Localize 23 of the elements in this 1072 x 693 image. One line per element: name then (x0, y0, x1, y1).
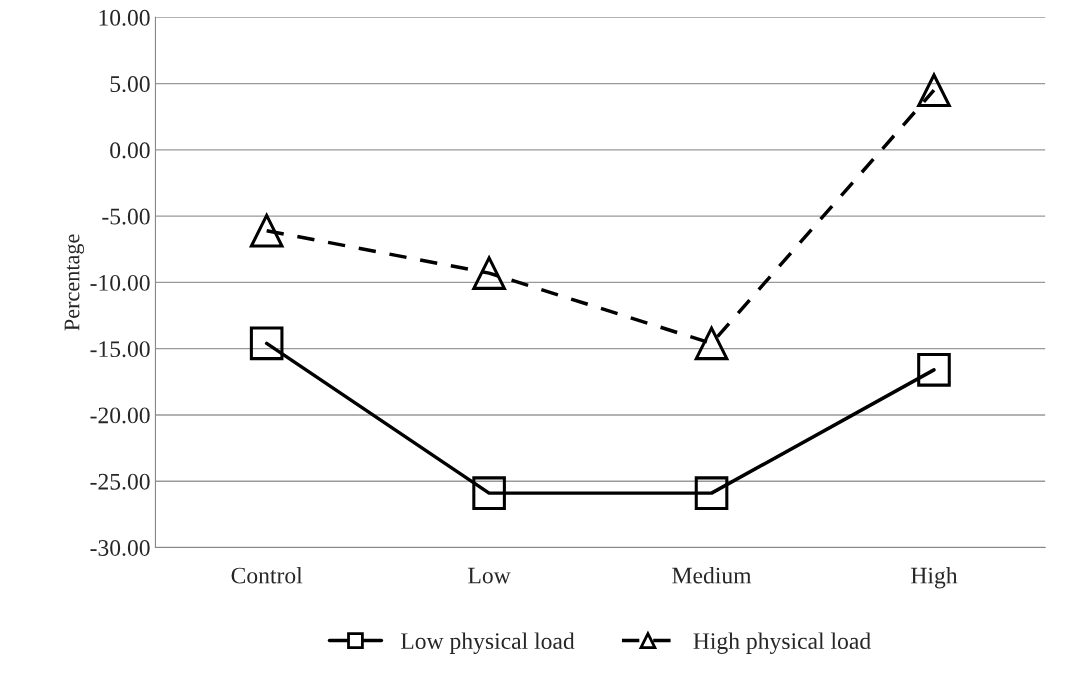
point (472, 476, 506, 510)
y-tick-label: 10.00 (99, 9, 150, 26)
y-tick-label: 5.00 (110, 76, 150, 93)
y-tick-label: -15.00 (90, 341, 150, 358)
y-tick-label: 0.00 (110, 142, 150, 159)
point (249, 326, 284, 361)
point (472, 256, 506, 290)
x-tick-label: Control (231, 566, 303, 584)
y-tick-label: -10.00 (90, 274, 150, 291)
point (917, 353, 951, 387)
y-tick-label: -5.00 (102, 208, 150, 225)
x-tick-label: Medium (672, 566, 752, 584)
y-tick-label: -30.00 (90, 539, 150, 556)
legend-label: High physical load (693, 632, 871, 654)
x-tick-label: High (911, 566, 958, 589)
y-tick-label: -25.00 (90, 473, 150, 490)
y-axis-title: Percentage (64, 234, 85, 331)
point (249, 213, 284, 248)
legend-label: Low physical load (400, 632, 575, 654)
x-tick-label: Low (468, 567, 511, 584)
point (694, 476, 729, 510)
point (917, 73, 951, 108)
y-tick-label: -20.00 (90, 407, 150, 424)
